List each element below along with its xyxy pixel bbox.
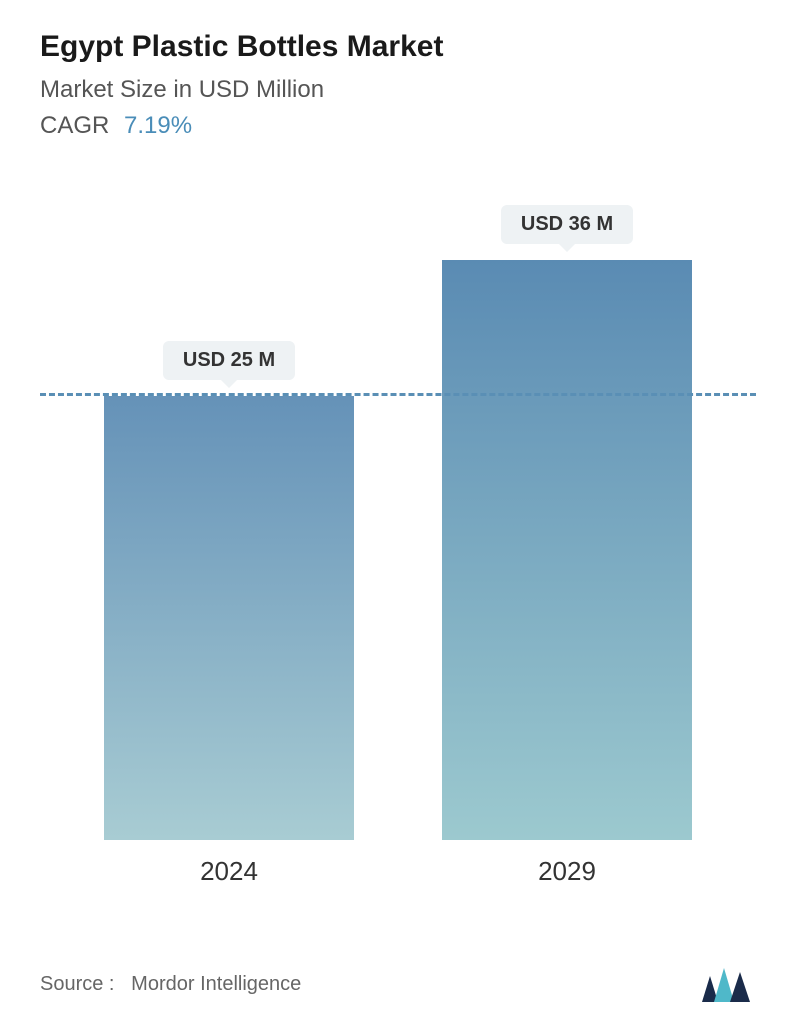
- cagr-value: 7.19%: [124, 112, 192, 139]
- source-name: Mordor Intelligence: [131, 973, 301, 995]
- cagr-row: CAGR 7.19%: [40, 112, 756, 140]
- year-label-2024: 2024: [104, 856, 354, 887]
- year-label-2029: 2029: [442, 856, 692, 887]
- source-attribution: Source : Mordor Intelligence: [40, 973, 301, 996]
- chart-area: USD 25 M USD 36 M 2024 2029: [40, 200, 756, 880]
- cagr-label: CAGR: [40, 112, 109, 139]
- value-label-2029: USD 36 M: [501, 205, 633, 244]
- brand-logo: [700, 964, 756, 1004]
- chart-subtitle: Market Size in USD Million: [40, 76, 756, 104]
- logo-icon: [700, 964, 756, 1004]
- bar-group-2024: USD 25 M: [104, 341, 354, 840]
- bar-2024: [104, 396, 354, 840]
- source-label: Source :: [40, 973, 114, 995]
- value-label-2024: USD 25 M: [163, 341, 295, 380]
- bar-group-2029: USD 36 M: [442, 205, 692, 840]
- bars-container: USD 25 M USD 36 M: [40, 200, 756, 840]
- year-labels-row: 2024 2029: [40, 840, 756, 887]
- chart-header: Egypt Plastic Bottles Market Market Size…: [40, 30, 756, 140]
- chart-footer: Source : Mordor Intelligence: [40, 964, 756, 1004]
- reference-line: [40, 393, 756, 396]
- chart-title: Egypt Plastic Bottles Market: [40, 30, 756, 64]
- bar-2029: [442, 260, 692, 840]
